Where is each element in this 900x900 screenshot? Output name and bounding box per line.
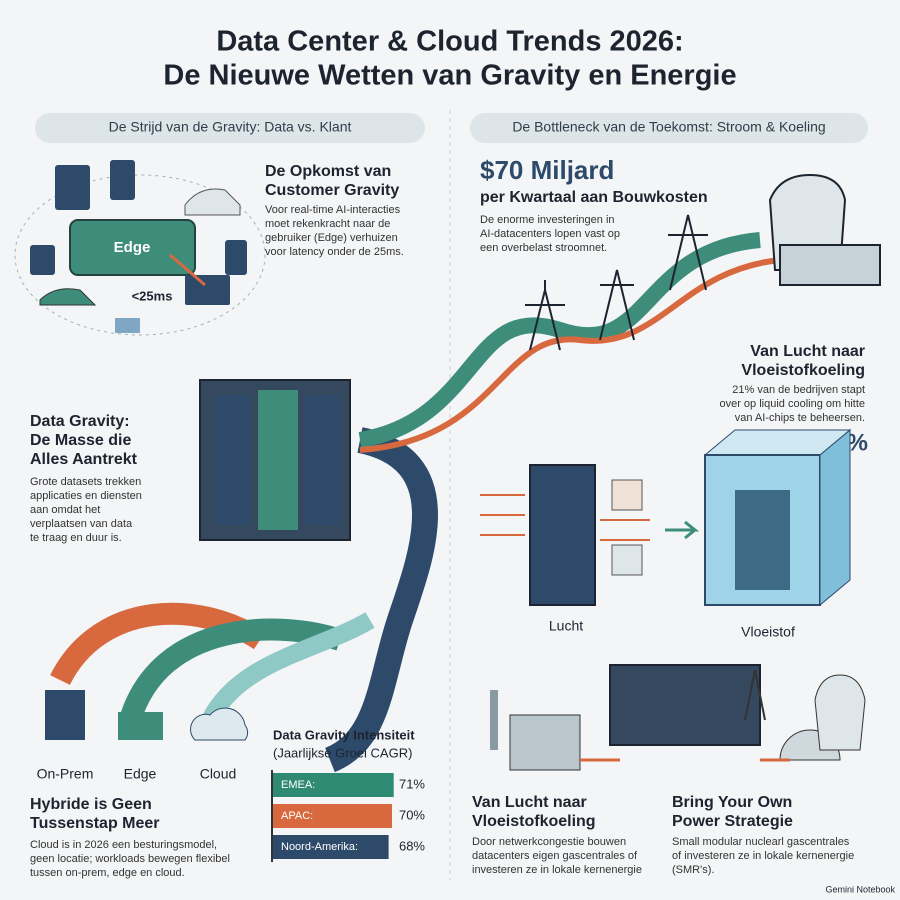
block-text: van AI-chips te beheersen. xyxy=(735,412,865,424)
block-text: Cloud is in 2026 een besturingsmodel, xyxy=(30,839,217,851)
bar-label: Noord-Amerika: xyxy=(281,841,358,853)
block-text: geen locatie; workloads bewegen flexibel xyxy=(30,853,230,865)
latency-label: <25ms xyxy=(132,288,173,303)
block-title: Bring Your Own xyxy=(672,794,792,811)
location-label: Edge xyxy=(124,766,157,782)
title: De Nieuwe Wetten van Gravity en Energie xyxy=(163,60,736,92)
block-text: of investeren ze in lokale kernenergie xyxy=(672,850,854,862)
block-title: Van Lucht naar xyxy=(472,794,587,811)
cooling-illustration xyxy=(480,428,852,607)
block-title: Power Strategie xyxy=(672,813,793,830)
block-title: Van Lucht naar xyxy=(750,343,865,360)
bar-value-label: 68% xyxy=(399,838,425,853)
location-label: Cloud xyxy=(200,766,237,782)
block-title: De Opkomst van xyxy=(265,163,391,180)
bar-label: EMEA: xyxy=(281,779,315,791)
cost-amount: $70 Miljard xyxy=(480,155,614,185)
block-title: Tussenstap Meer xyxy=(30,815,160,832)
block-text: over op liquid cooling om hitte xyxy=(719,398,865,410)
block-text: te traag en duur is. xyxy=(30,532,122,544)
brand: Gemini Notebook xyxy=(825,884,895,894)
section-heading: De Strijd van de Gravity: Data vs. Klant xyxy=(109,119,352,135)
cooling-label: Vloeistof xyxy=(741,624,795,640)
block-text: verplaatsen van data xyxy=(30,518,133,530)
block-title: Hybride is Geen xyxy=(30,796,152,813)
bar xyxy=(273,804,392,828)
block-title: Customer Gravity xyxy=(265,182,399,199)
chart-subtitle: (Jaarlijkse Groei CAGR) xyxy=(273,745,412,760)
section-pill xyxy=(470,113,868,143)
block-title: Vloeistofkoeling xyxy=(472,813,596,830)
section-pill xyxy=(35,113,425,143)
block-text: Door netwerkcongestie bouwen xyxy=(472,836,626,848)
bar xyxy=(273,835,389,859)
block-text: investeren ze in lokale kernenergie xyxy=(472,864,642,876)
title: Data Center & Cloud Trends 2026: xyxy=(216,26,683,58)
cost-subtitle: per Kwartaal aan Bouwkosten xyxy=(480,189,708,206)
edge-label: Edge xyxy=(114,239,151,256)
chart-title: Data Gravity Intensiteit xyxy=(273,727,415,742)
bar-chart: EMEA: 71% APAC: 70% Noord-Amerika: 68% xyxy=(273,773,425,859)
block-text: 21% van de bedrijven stapt xyxy=(732,384,865,396)
block-text: gebruiker (Edge) verhuizen xyxy=(265,232,398,244)
block-text: Grote datasets trekken xyxy=(30,476,141,488)
location-label: On-Prem xyxy=(37,766,94,782)
section-heading: De Bottleneck van de Toekomst: Stroom & … xyxy=(512,119,825,135)
block-text: datacenters eigen gascentrales of xyxy=(472,850,638,862)
block-text: Small modular nuclearl gascentrales xyxy=(672,836,850,848)
cooling-label: Lucht xyxy=(549,618,583,634)
bar-value-label: 71% xyxy=(399,776,425,791)
block-text: De enorme investeringen in xyxy=(480,214,615,226)
onsite-power-illustration xyxy=(490,664,866,771)
block-text: voor latency onder de 25ms. xyxy=(265,246,404,258)
data-cluster xyxy=(45,232,781,773)
block-text: AI-datacenters lopen vast op xyxy=(480,228,620,240)
block-text: een overbelast stroomnet. xyxy=(480,242,607,254)
bar xyxy=(273,773,394,797)
block-text: tussen on-prem, edge en cloud. xyxy=(30,867,185,879)
block-title: Vloeistofkoeling xyxy=(741,362,865,379)
block-text: moet rekenkracht naar de xyxy=(265,218,390,230)
block-title: Data Gravity: xyxy=(30,413,130,430)
block-text: applicaties en diensten xyxy=(30,490,142,502)
bar-label: APAC: xyxy=(281,810,313,822)
block-title: Alles Aantrekt xyxy=(30,451,138,468)
block-text: aan omdat het xyxy=(30,504,100,516)
block-text: Voor real-time AI-interacties xyxy=(265,204,401,216)
block-text: (SMR's). xyxy=(672,864,714,876)
block-title: De Masse die xyxy=(30,432,131,449)
power-illustration xyxy=(525,173,881,351)
edge-illustration xyxy=(14,160,266,336)
bar-value-label: 70% xyxy=(399,807,425,822)
